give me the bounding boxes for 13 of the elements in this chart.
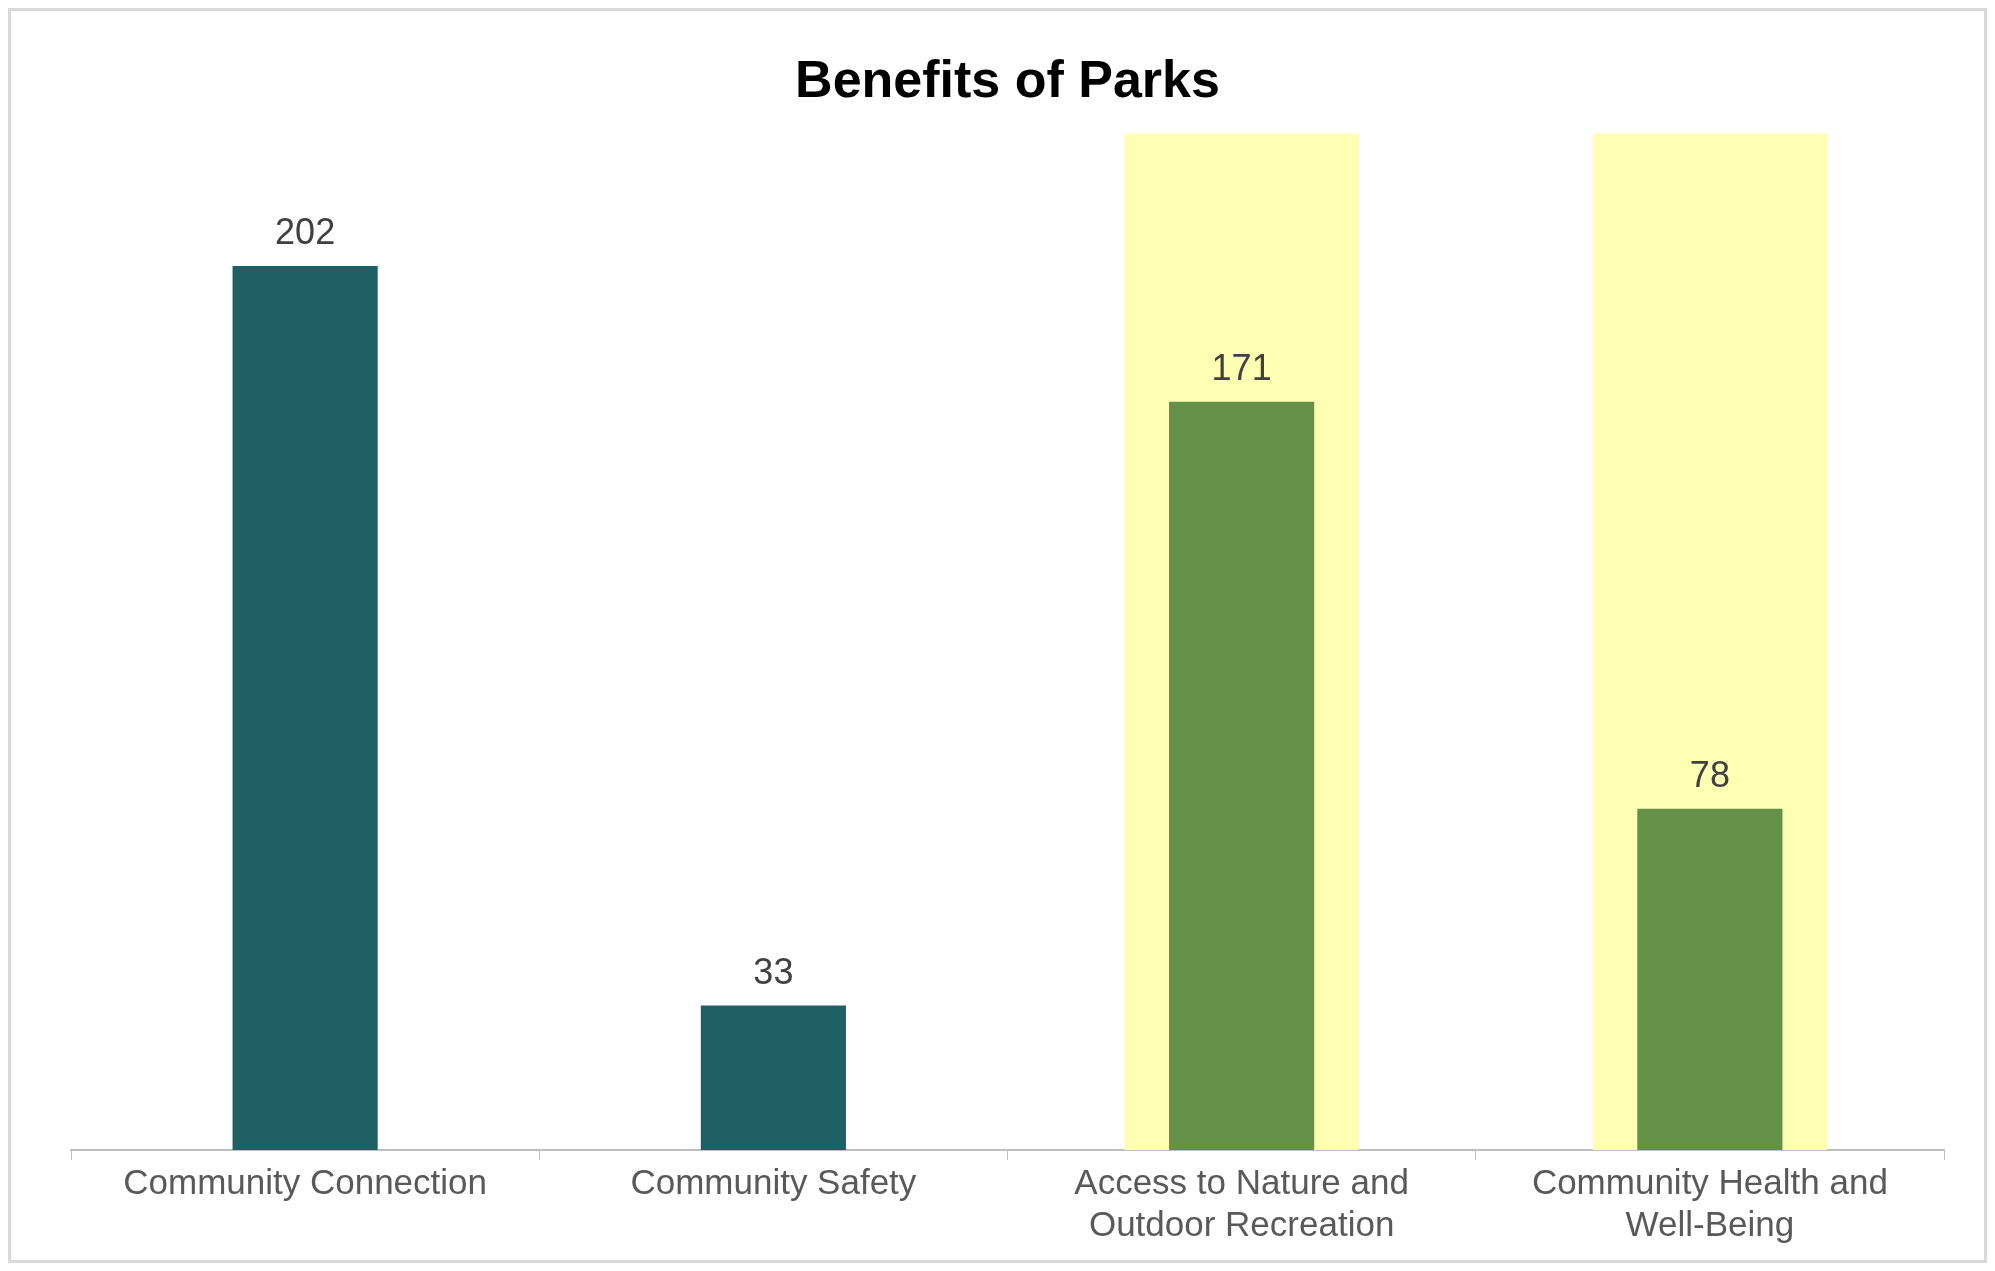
- bar: [1169, 401, 1315, 1150]
- data-label: 202: [275, 210, 336, 252]
- data-label: 78: [1689, 753, 1730, 795]
- x-tick-label: Community Safety: [630, 1161, 917, 1201]
- x-tick-label: Community Connection: [123, 1161, 488, 1201]
- x-tick-label: Community Health and Well-Being: [1531, 1161, 1888, 1243]
- x-tick-label: Access to Nature and Outdoor Recreation: [1074, 1161, 1409, 1243]
- data-label: 33: [753, 950, 794, 992]
- bar: [1637, 808, 1783, 1150]
- data-label: 171: [1211, 346, 1272, 388]
- chart-title: Benefits of Parks: [795, 49, 1220, 108]
- bar: [232, 266, 378, 1150]
- bar: [700, 1005, 846, 1150]
